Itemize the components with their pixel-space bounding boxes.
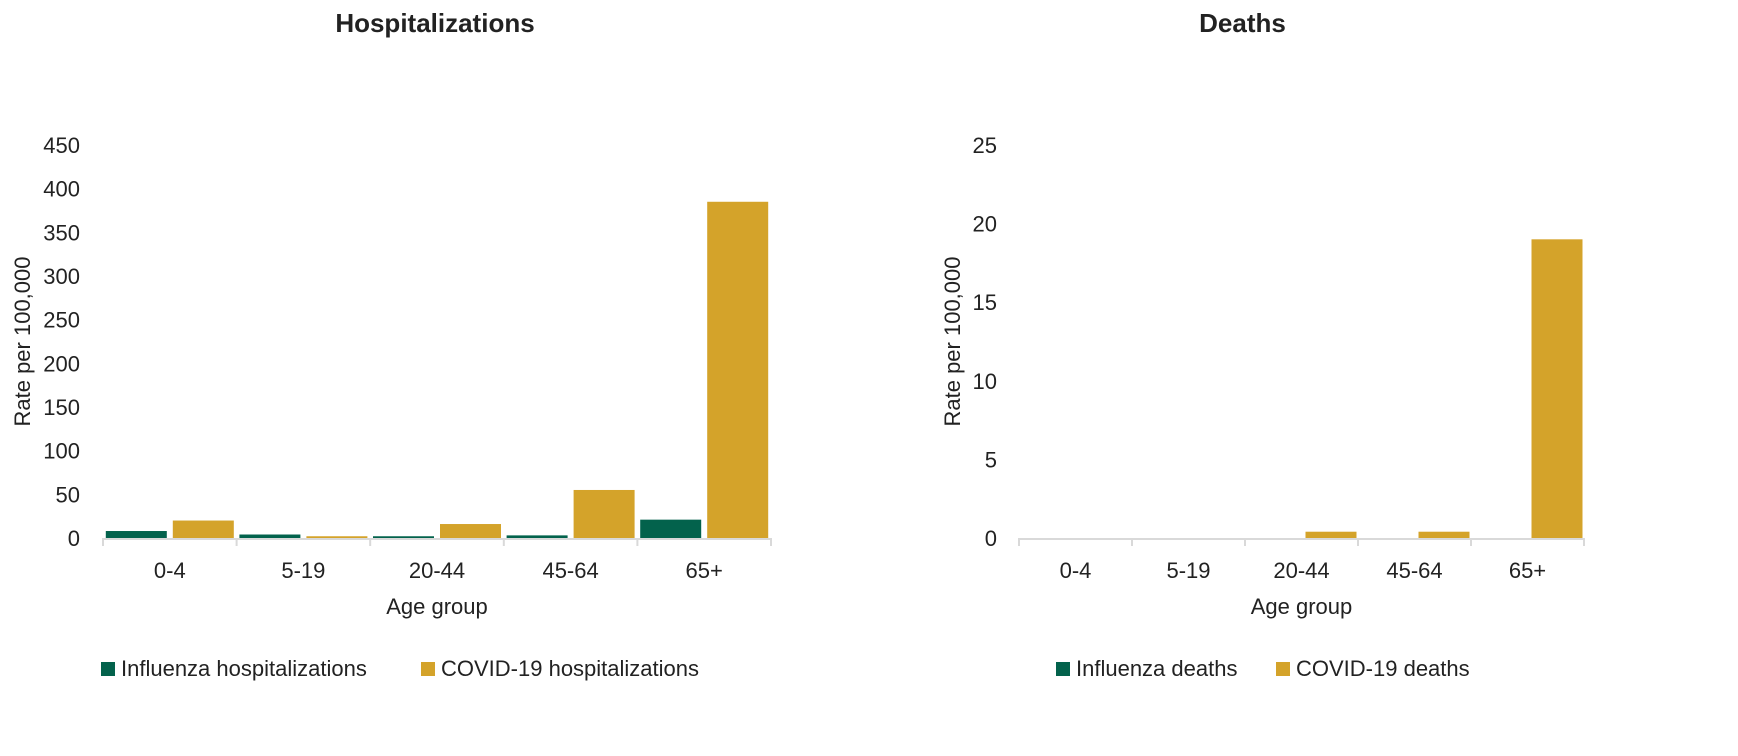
y-tick-label: 0 (68, 526, 80, 551)
bar-covid (306, 536, 368, 538)
x-tick-label: 65+ (686, 558, 723, 583)
x-axis-label: Age group (386, 594, 488, 619)
deaths-chart: Deaths 0 5 10 15 20 25 0-4 5-19 20-44 45-64 65+ Age… (870, 0, 1738, 756)
legend-swatch-influenza (101, 662, 115, 676)
legend-swatch-covid (1276, 662, 1290, 676)
y-tick-label: 100 (43, 439, 80, 464)
y-tick-label: 200 (43, 351, 80, 376)
y-tick-label: 15 (973, 290, 997, 315)
x-tick-label: 20-44 (409, 558, 465, 583)
x-tick-label: 5-19 (1166, 558, 1210, 583)
y-tick-label: 300 (43, 264, 80, 289)
bar-influenza (239, 534, 301, 538)
deaths-plot: 0 5 10 15 20 25 0-4 5-19 20-44 45-64 65+ Age group R… (940, 133, 1585, 619)
y-tick-label: 0 (985, 526, 997, 551)
x-tick-label: 45-64 (542, 558, 598, 583)
legend-item-influenza: Influenza hospitalizations (101, 656, 367, 682)
bar-influenza (373, 536, 434, 538)
y-tick-label: 150 (43, 395, 80, 420)
legend-item-covid: COVID-19 deaths (1276, 656, 1470, 682)
x-tick-label: 5-19 (281, 558, 325, 583)
bar-covid (1418, 531, 1470, 538)
y-tick-label: 450 (43, 133, 80, 158)
y-tick-label: 25 (973, 133, 997, 158)
bar-covid (172, 520, 234, 538)
bar-covid (707, 201, 769, 538)
bar-covid (1531, 239, 1583, 538)
chart-title: Hospitalizations (335, 8, 535, 38)
y-tick-label: 350 (43, 220, 80, 245)
chart-legend: Influenza hospitalizations COVID-19 hosp… (0, 656, 870, 696)
x-tick-label: 0-4 (154, 558, 186, 583)
legend-swatch-influenza (1056, 662, 1070, 676)
y-axis-label: Rate per 100,000 (940, 256, 965, 426)
x-tick-label: 45-64 (1386, 558, 1442, 583)
legend-swatch-covid (421, 662, 435, 676)
y-tick-label: 50 (56, 482, 80, 507)
y-tick-label: 400 (43, 177, 80, 202)
hospitalizations-chart: Hospitalizations 0 50 100 150 200 250 300 350 40… (0, 8, 870, 696)
y-tick-label: 10 (973, 369, 997, 394)
y-tick-label: 20 (973, 212, 997, 237)
chart-title: Deaths (1199, 8, 1286, 38)
y-tick-label: 250 (43, 308, 80, 333)
hospitalizations-plot: 0 50 100 150 200 250 300 350 400 450 0-4 5-19 20-44 4… (10, 133, 772, 619)
y-tick-label: 5 (985, 447, 997, 472)
x-axis-label: Age group (1251, 594, 1353, 619)
chart-legend: Influenza deaths COVID-19 deaths (870, 656, 1738, 696)
bar-covid (573, 489, 635, 538)
bar-influenza (105, 531, 167, 538)
y-axis-label: Rate per 100,000 (10, 256, 35, 426)
bar-covid (1305, 531, 1357, 538)
legend-label: COVID-19 hospitalizations (441, 656, 700, 681)
bar-influenza (640, 519, 702, 538)
legend-label: Influenza deaths (1076, 656, 1238, 681)
x-tick-label: 65+ (1509, 558, 1546, 583)
bar-covid (440, 524, 501, 538)
x-tick-label: 20-44 (1273, 558, 1329, 583)
legend-label: COVID-19 deaths (1296, 656, 1470, 681)
legend-label: Influenza hospitalizations (121, 656, 367, 681)
legend-item-influenza: Influenza deaths (1056, 656, 1237, 682)
bar-influenza (506, 535, 568, 538)
legend-item-covid: COVID-19 hospitalizations (421, 656, 699, 682)
x-tick-label: 0-4 (1060, 558, 1092, 583)
